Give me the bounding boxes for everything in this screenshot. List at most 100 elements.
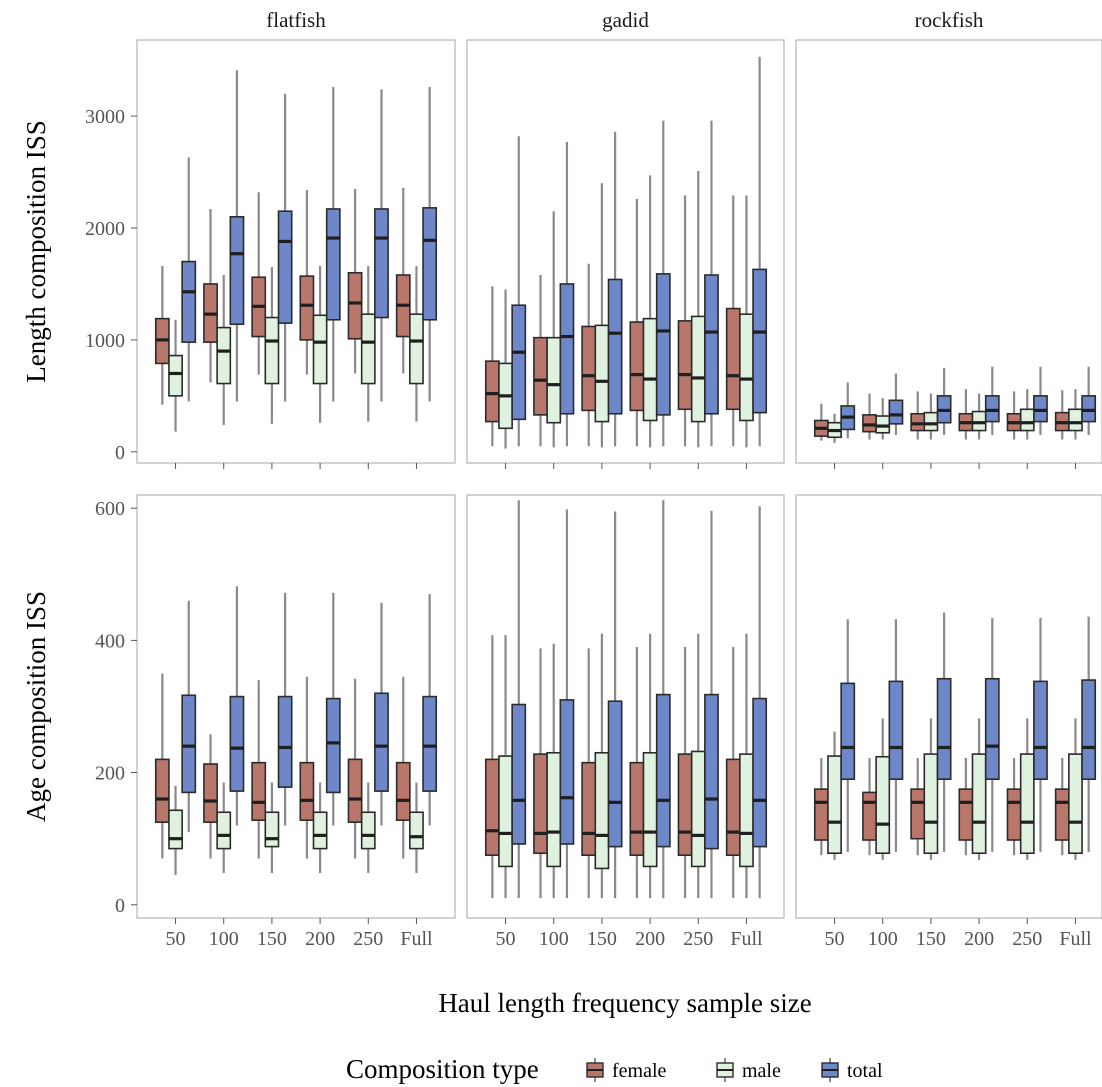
box-female (862, 791, 877, 841)
box-male (264, 316, 280, 385)
x-tick-label: 50 (825, 928, 845, 950)
box-female (725, 758, 741, 857)
box-male (971, 753, 987, 855)
box-total (704, 274, 719, 415)
box-total (511, 304, 527, 421)
box-male (312, 314, 328, 385)
panel-title-gadid: gadid (602, 8, 649, 32)
box-male (546, 751, 562, 868)
box-male (827, 755, 842, 855)
y-tick-label: 1000 (85, 330, 125, 352)
box-male (1019, 753, 1035, 855)
box-male (923, 753, 939, 855)
box-total (840, 682, 856, 781)
box-total (984, 677, 1000, 781)
y-tick-label: 200 (95, 763, 125, 785)
panel-title-rockfish: rockfish (915, 8, 984, 32)
box-female (862, 414, 877, 433)
legend-title: Composition type (346, 1054, 539, 1084)
y-tick-label: 600 (95, 498, 125, 520)
y-tick-label: 0 (115, 442, 125, 464)
box-total (607, 700, 623, 848)
box-female (910, 412, 926, 432)
panel-flatfish (136, 494, 456, 919)
y-tick-label: 2000 (85, 218, 125, 240)
box-total (325, 208, 341, 321)
box-female (154, 758, 170, 823)
box-female (347, 271, 363, 340)
box-female (484, 758, 500, 857)
box-male (409, 313, 424, 385)
box-male (168, 354, 183, 397)
box-total (1081, 679, 1097, 781)
box-male (594, 751, 610, 870)
box-male (409, 811, 424, 850)
panel-rockfish (795, 494, 1102, 919)
box-female (581, 761, 597, 857)
box-total (277, 210, 293, 324)
box-male (923, 411, 939, 432)
box-female (533, 336, 548, 416)
box-total (704, 693, 719, 850)
x-tick-label: Full (1059, 928, 1092, 950)
x-tick-label: Full (400, 928, 433, 950)
box-male (594, 324, 610, 423)
box-male (1068, 408, 1083, 432)
box-male (642, 751, 658, 868)
x-tick-label: 150 (916, 928, 946, 950)
box-total (752, 268, 768, 414)
legend-label-total: total (847, 1060, 883, 1082)
y-tick-label: 0 (115, 895, 125, 917)
box-male (1019, 408, 1035, 432)
box-male (971, 410, 987, 432)
box-male (875, 415, 891, 434)
box-male (739, 313, 754, 422)
box-female (395, 761, 411, 821)
box-total (888, 399, 904, 425)
box-total (325, 697, 341, 794)
box-female (581, 325, 597, 412)
box-total (1033, 680, 1048, 781)
box-male (642, 317, 658, 422)
box-total (422, 695, 438, 792)
box-female (1006, 788, 1022, 841)
box-total (374, 692, 389, 792)
x-tick-label: 250 (1012, 928, 1042, 950)
box-total (181, 260, 197, 343)
box-female (725, 307, 741, 411)
box-female (629, 321, 645, 412)
panel-gadid (466, 39, 785, 464)
box-total (559, 699, 575, 845)
box-male (546, 336, 562, 424)
box-female (299, 275, 315, 341)
x-axis-title: Haul length frequency sample size (438, 988, 811, 1018)
box-male (216, 326, 232, 385)
box-female (251, 761, 267, 821)
box-male (312, 811, 328, 850)
box-female (484, 360, 500, 423)
panel-border (136, 39, 456, 464)
box-male (168, 809, 183, 850)
legend: Composition type female male total (346, 1054, 883, 1084)
box-female (1054, 788, 1070, 841)
x-tick-label: 200 (964, 928, 994, 950)
x-tick-label: 150 (587, 928, 617, 950)
box-male (498, 755, 513, 868)
box-total (181, 694, 197, 794)
x-tick-label: 250 (353, 928, 383, 950)
box-female (203, 763, 218, 823)
box-female (629, 761, 645, 857)
box-total (752, 697, 768, 848)
panel-gadid (466, 494, 785, 919)
y-axis-title: Age composition ISS (21, 591, 51, 822)
panel-title-flatfish: flatfish (266, 8, 326, 32)
box-total (1081, 395, 1097, 423)
x-tick-label: 200 (635, 928, 665, 950)
box-total (229, 695, 245, 792)
x-tick-label: Full (730, 928, 763, 950)
box-male (690, 750, 706, 868)
box-total (655, 693, 671, 848)
x-tick-label: 100 (539, 928, 569, 950)
box-male (690, 315, 706, 423)
